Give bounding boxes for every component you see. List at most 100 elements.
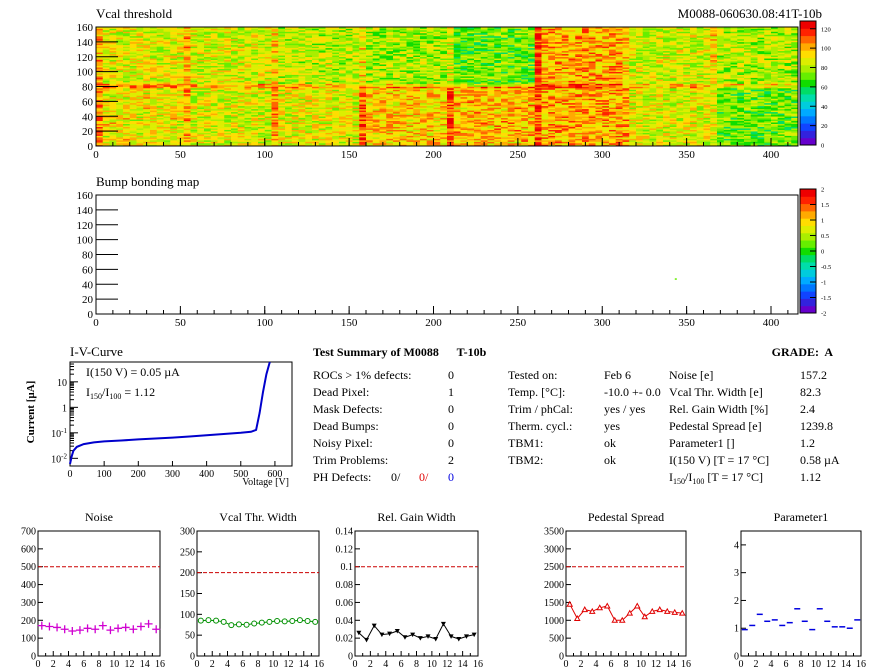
- heatmap-cell: [190, 62, 198, 65]
- heatmap-cell: [494, 107, 502, 110]
- heatmap-cell: [258, 95, 266, 98]
- heatmap-cell: [332, 101, 340, 104]
- heatmap-cell: [170, 119, 178, 122]
- heatmap-cell: [190, 76, 198, 78]
- heatmap-cell: [217, 34, 225, 37]
- heatmap-cell: [204, 99, 212, 102]
- heatmap-cell: [244, 120, 252, 123]
- heatmap-cell: [123, 93, 131, 96]
- heatmap-cell: [143, 56, 151, 59]
- heatmap-cell: [332, 56, 340, 59]
- heatmap-cell: [278, 102, 286, 105]
- heatmap-cell: [123, 140, 131, 142]
- heatmap-cell: [102, 73, 110, 75]
- heatmap-cell: [420, 104, 428, 107]
- heatmap-cell: [372, 144, 380, 147]
- heatmap-cell: [237, 114, 245, 117]
- heatmap-cell: [244, 76, 252, 78]
- heatmap-cell: [183, 50, 191, 53]
- heatmap-cell: [197, 52, 205, 55]
- heatmap-cell: [507, 47, 515, 50]
- heatmap-cell: [224, 104, 232, 107]
- heatmap-cell: [298, 126, 306, 129]
- heatmap-cell: [339, 79, 347, 81]
- heatmap-cell: [258, 123, 266, 126]
- heatmap-cell: [393, 138, 401, 141]
- heatmap-cell: [102, 32, 110, 35]
- heatmap-cell: [183, 143, 191, 145]
- heatmap-cell: [96, 56, 104, 59]
- heatmap-cell: [163, 38, 171, 41]
- heatmap-cell: [150, 49, 158, 52]
- heatmap-cell: [474, 83, 482, 86]
- heatmap-cell: [379, 27, 387, 29]
- heatmap-cell: [433, 55, 441, 58]
- heatmap-cell: [366, 53, 374, 56]
- heatmap-cell: [109, 74, 117, 77]
- heatmap-cell: [116, 79, 124, 81]
- heatmap-cell: [507, 138, 515, 141]
- heatmap-cell: [494, 59, 502, 62]
- heatmap-cell: [345, 67, 353, 69]
- heatmap-cell: [447, 50, 455, 53]
- heatmap-cell: [352, 46, 360, 49]
- heatmap-cell: [494, 123, 502, 126]
- heatmap-cell: [224, 110, 232, 113]
- heatmap-cell: [244, 62, 252, 65]
- heatmap-cell: [487, 89, 495, 92]
- heatmap-cell: [231, 41, 239, 44]
- heatmap-cell: [467, 138, 475, 141]
- heatmap-cell: [501, 132, 509, 135]
- heatmap-cell: [183, 55, 191, 58]
- heatmap-cell: [433, 79, 441, 81]
- heatmap-cell: [352, 83, 360, 86]
- heatmap-cell: [285, 99, 293, 102]
- heatmap-cell: [447, 37, 455, 40]
- heatmap-cell: [258, 107, 266, 110]
- heatmap-cell: [156, 76, 164, 78]
- heatmap-cell: [386, 82, 394, 84]
- heatmap-cell: [170, 120, 178, 123]
- heatmap-cell: [467, 59, 475, 62]
- heatmap-cell: [453, 117, 461, 120]
- heatmap-cell: [204, 43, 212, 46]
- heatmap-cell: [406, 117, 414, 120]
- heatmap-cell: [116, 49, 124, 52]
- heatmap-cell: [332, 95, 340, 98]
- heatmap-cell: [271, 74, 279, 77]
- heatmap-cell: [487, 55, 495, 58]
- heatmap-cell: [352, 86, 360, 89]
- heatmap-cell: [183, 79, 191, 81]
- heatmap-cell: [480, 38, 488, 41]
- heatmap-cell: [129, 82, 137, 84]
- heatmap-cell: [332, 52, 340, 55]
- heatmap-cell: [143, 29, 151, 32]
- heatmap-cell: [278, 101, 286, 104]
- heatmap-cell: [163, 108, 171, 111]
- heatmap-cell: [393, 67, 401, 69]
- heatmap-cell: [156, 113, 164, 116]
- heatmap-cell: [116, 44, 124, 47]
- heatmap-cell: [372, 128, 380, 130]
- heatmap-cell: [480, 137, 488, 139]
- heatmap-cell: [514, 114, 522, 117]
- heatmap-cell: [183, 141, 191, 144]
- heatmap-cell: [123, 56, 131, 59]
- heatmap-cell: [366, 104, 374, 107]
- heatmap-cell: [359, 114, 367, 117]
- heatmap-cell: [501, 80, 509, 83]
- heatmap-cell: [190, 117, 198, 120]
- heatmap-cell: [278, 92, 286, 95]
- heatmap-cell: [163, 61, 171, 63]
- heatmap-cell: [406, 59, 414, 62]
- heatmap-cell: [285, 50, 293, 53]
- heatmap-cell: [325, 34, 333, 37]
- heatmap-cell: [447, 59, 455, 62]
- heatmap-cell: [474, 47, 482, 50]
- heatmap-cell: [386, 101, 394, 104]
- heatmap-cell: [156, 65, 164, 68]
- heatmap-cell: [386, 108, 394, 111]
- heatmap-cell: [156, 108, 164, 111]
- heatmap-cell: [129, 68, 137, 71]
- heatmap-cell: [102, 76, 110, 78]
